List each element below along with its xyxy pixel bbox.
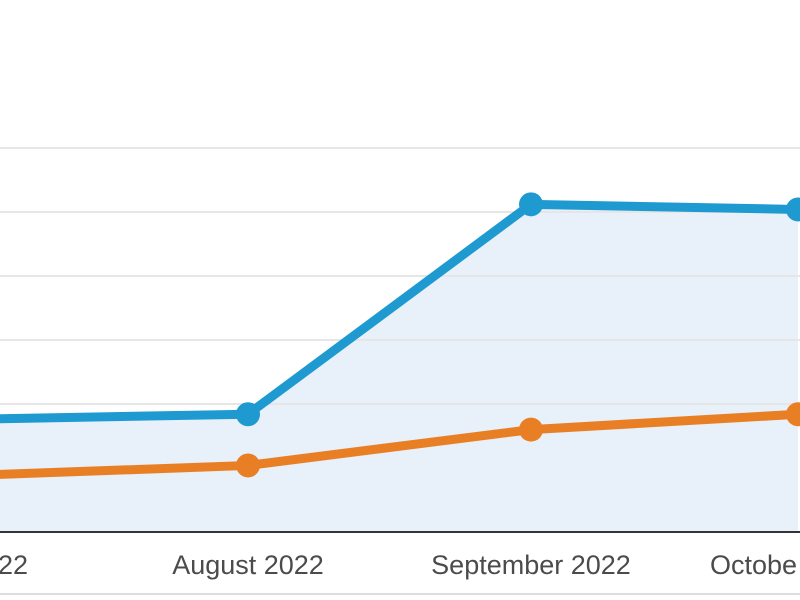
series-line: [0, 409, 800, 479]
data-point[interactable]: [236, 402, 260, 427]
series-layer: [0, 192, 800, 479]
data-point[interactable]: [786, 402, 800, 427]
series-line: [0, 199, 800, 424]
data-point[interactable]: [236, 453, 260, 478]
area-layer: [0, 204, 798, 532]
x-tick-label: 22: [0, 550, 28, 580]
x-tick-label: September 2022: [431, 550, 631, 580]
x-tick-labels: 22 August 2022 September 2022 Octobe: [0, 550, 797, 580]
grid-layer: [0, 147, 800, 405]
data-point[interactable]: [519, 417, 543, 442]
data-point[interactable]: [786, 197, 800, 222]
series-area: [0, 204, 798, 532]
axis-layer: [0, 531, 800, 595]
x-tick-label: Octobe: [710, 550, 797, 580]
x-tick-label: August 2022: [172, 550, 324, 580]
data-point[interactable]: [519, 192, 543, 217]
